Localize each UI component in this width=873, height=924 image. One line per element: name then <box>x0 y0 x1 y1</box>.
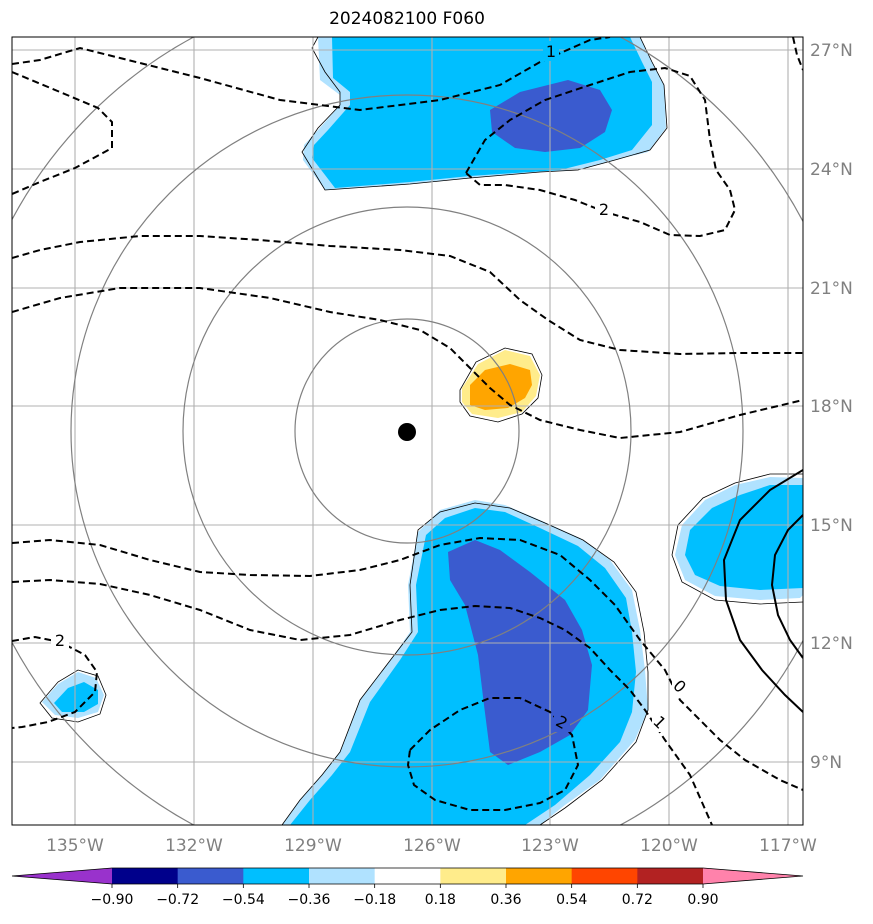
contour-north-lobe <box>464 66 737 238</box>
contour-west-2 <box>12 635 99 729</box>
colorbar-segment <box>571 868 638 884</box>
range-ring <box>182 206 632 656</box>
outline-south <box>281 502 649 825</box>
solid-contours <box>722 469 803 713</box>
colorbar: −0.90 −0.72 −0.54 −0.36 −0.18 0.18 0.36 0.54 0.7… <box>11 867 804 908</box>
contour-21n-b <box>12 287 803 440</box>
colorbar-segment <box>440 868 507 884</box>
lat-label: 15°N <box>810 516 853 536</box>
outline-east <box>671 473 803 605</box>
lon-label: 117°W <box>759 836 817 856</box>
lon-label: 135°W <box>46 836 104 856</box>
colorbar-segment <box>374 868 441 884</box>
lon-label: 132°W <box>165 836 223 856</box>
colorbar-segment <box>177 868 244 884</box>
shade-outlines <box>39 37 803 825</box>
contour-label: 2 <box>55 631 65 650</box>
colorbar-label: −0.72 <box>156 892 199 908</box>
colorbar-label: −0.54 <box>222 892 265 908</box>
lon-axis-labels: 135°W 132°W 129°W 126°W 123°W 120°W 117°… <box>46 836 817 856</box>
range-ring <box>70 94 744 768</box>
contour-21n-a <box>12 235 803 356</box>
range-rings <box>12 37 803 825</box>
contour-solid-inner <box>770 514 803 659</box>
contour-labels: 1 2 2 0 1 2 <box>51 41 690 733</box>
shade-blue-east <box>685 485 803 590</box>
contour-south-2 <box>406 697 580 811</box>
colorbar-extend-low <box>12 868 112 884</box>
lat-label: 12°N <box>810 634 853 654</box>
colorbar-label: 0.90 <box>687 892 718 908</box>
lat-label: 24°N <box>810 160 853 180</box>
shade-dark-blue-north <box>490 80 612 152</box>
contour-solid-outer <box>722 469 803 713</box>
lon-label: 120°W <box>640 836 698 856</box>
lat-label: 27°N <box>810 41 853 61</box>
colorbar-segment <box>309 868 376 884</box>
map-area: 1 2 2 0 1 2 <box>12 37 803 825</box>
lon-label: 123°W <box>521 836 579 856</box>
map-frame <box>11 36 804 826</box>
outline-yellow <box>459 347 543 423</box>
dashed-contours <box>12 37 803 825</box>
shade-orange <box>470 364 532 410</box>
colorbar-label: −0.36 <box>288 892 331 908</box>
storm-center-marker <box>398 423 416 441</box>
shaded-field <box>42 37 803 825</box>
outline-west <box>39 669 107 723</box>
colorbar-label: −0.18 <box>353 892 396 908</box>
map-title: 2024082100 F060 <box>329 9 485 29</box>
colorbar-label: −0.90 <box>91 892 134 908</box>
colorbar-extend-high <box>703 868 803 884</box>
colorbar-label: 0.54 <box>556 892 587 908</box>
range-ring <box>294 318 520 544</box>
lat-label: 21°N <box>810 279 853 299</box>
colorbar-segment <box>243 868 310 884</box>
lat-label: 9°N <box>810 753 842 773</box>
contour-label: 2 <box>599 200 609 219</box>
colorbar-label: 0.72 <box>622 892 653 908</box>
contour-upper-left <box>12 71 113 195</box>
contour-right-edge <box>792 37 803 71</box>
colorbar-segment <box>637 868 704 884</box>
shade-blue-west <box>54 682 98 712</box>
colorbar-label: 0.36 <box>490 892 521 908</box>
contour-13n <box>12 578 713 825</box>
shade-blue-north <box>312 37 652 188</box>
lat-axis-labels: 27°N 24°N 21°N 18°N 15°N 12°N 9°N <box>810 41 853 773</box>
contour-15n <box>12 536 803 791</box>
colorbar-label: 0.18 <box>425 892 456 908</box>
colorbar-segment <box>506 868 573 884</box>
outline-north <box>301 37 668 191</box>
lon-label: 126°W <box>403 836 461 856</box>
lat-label: 18°N <box>810 397 853 417</box>
lon-label: 129°W <box>284 836 342 856</box>
contour-label: 1 <box>546 42 556 61</box>
colorbar-segment <box>112 868 179 884</box>
shade-dark-blue-south <box>448 540 592 765</box>
